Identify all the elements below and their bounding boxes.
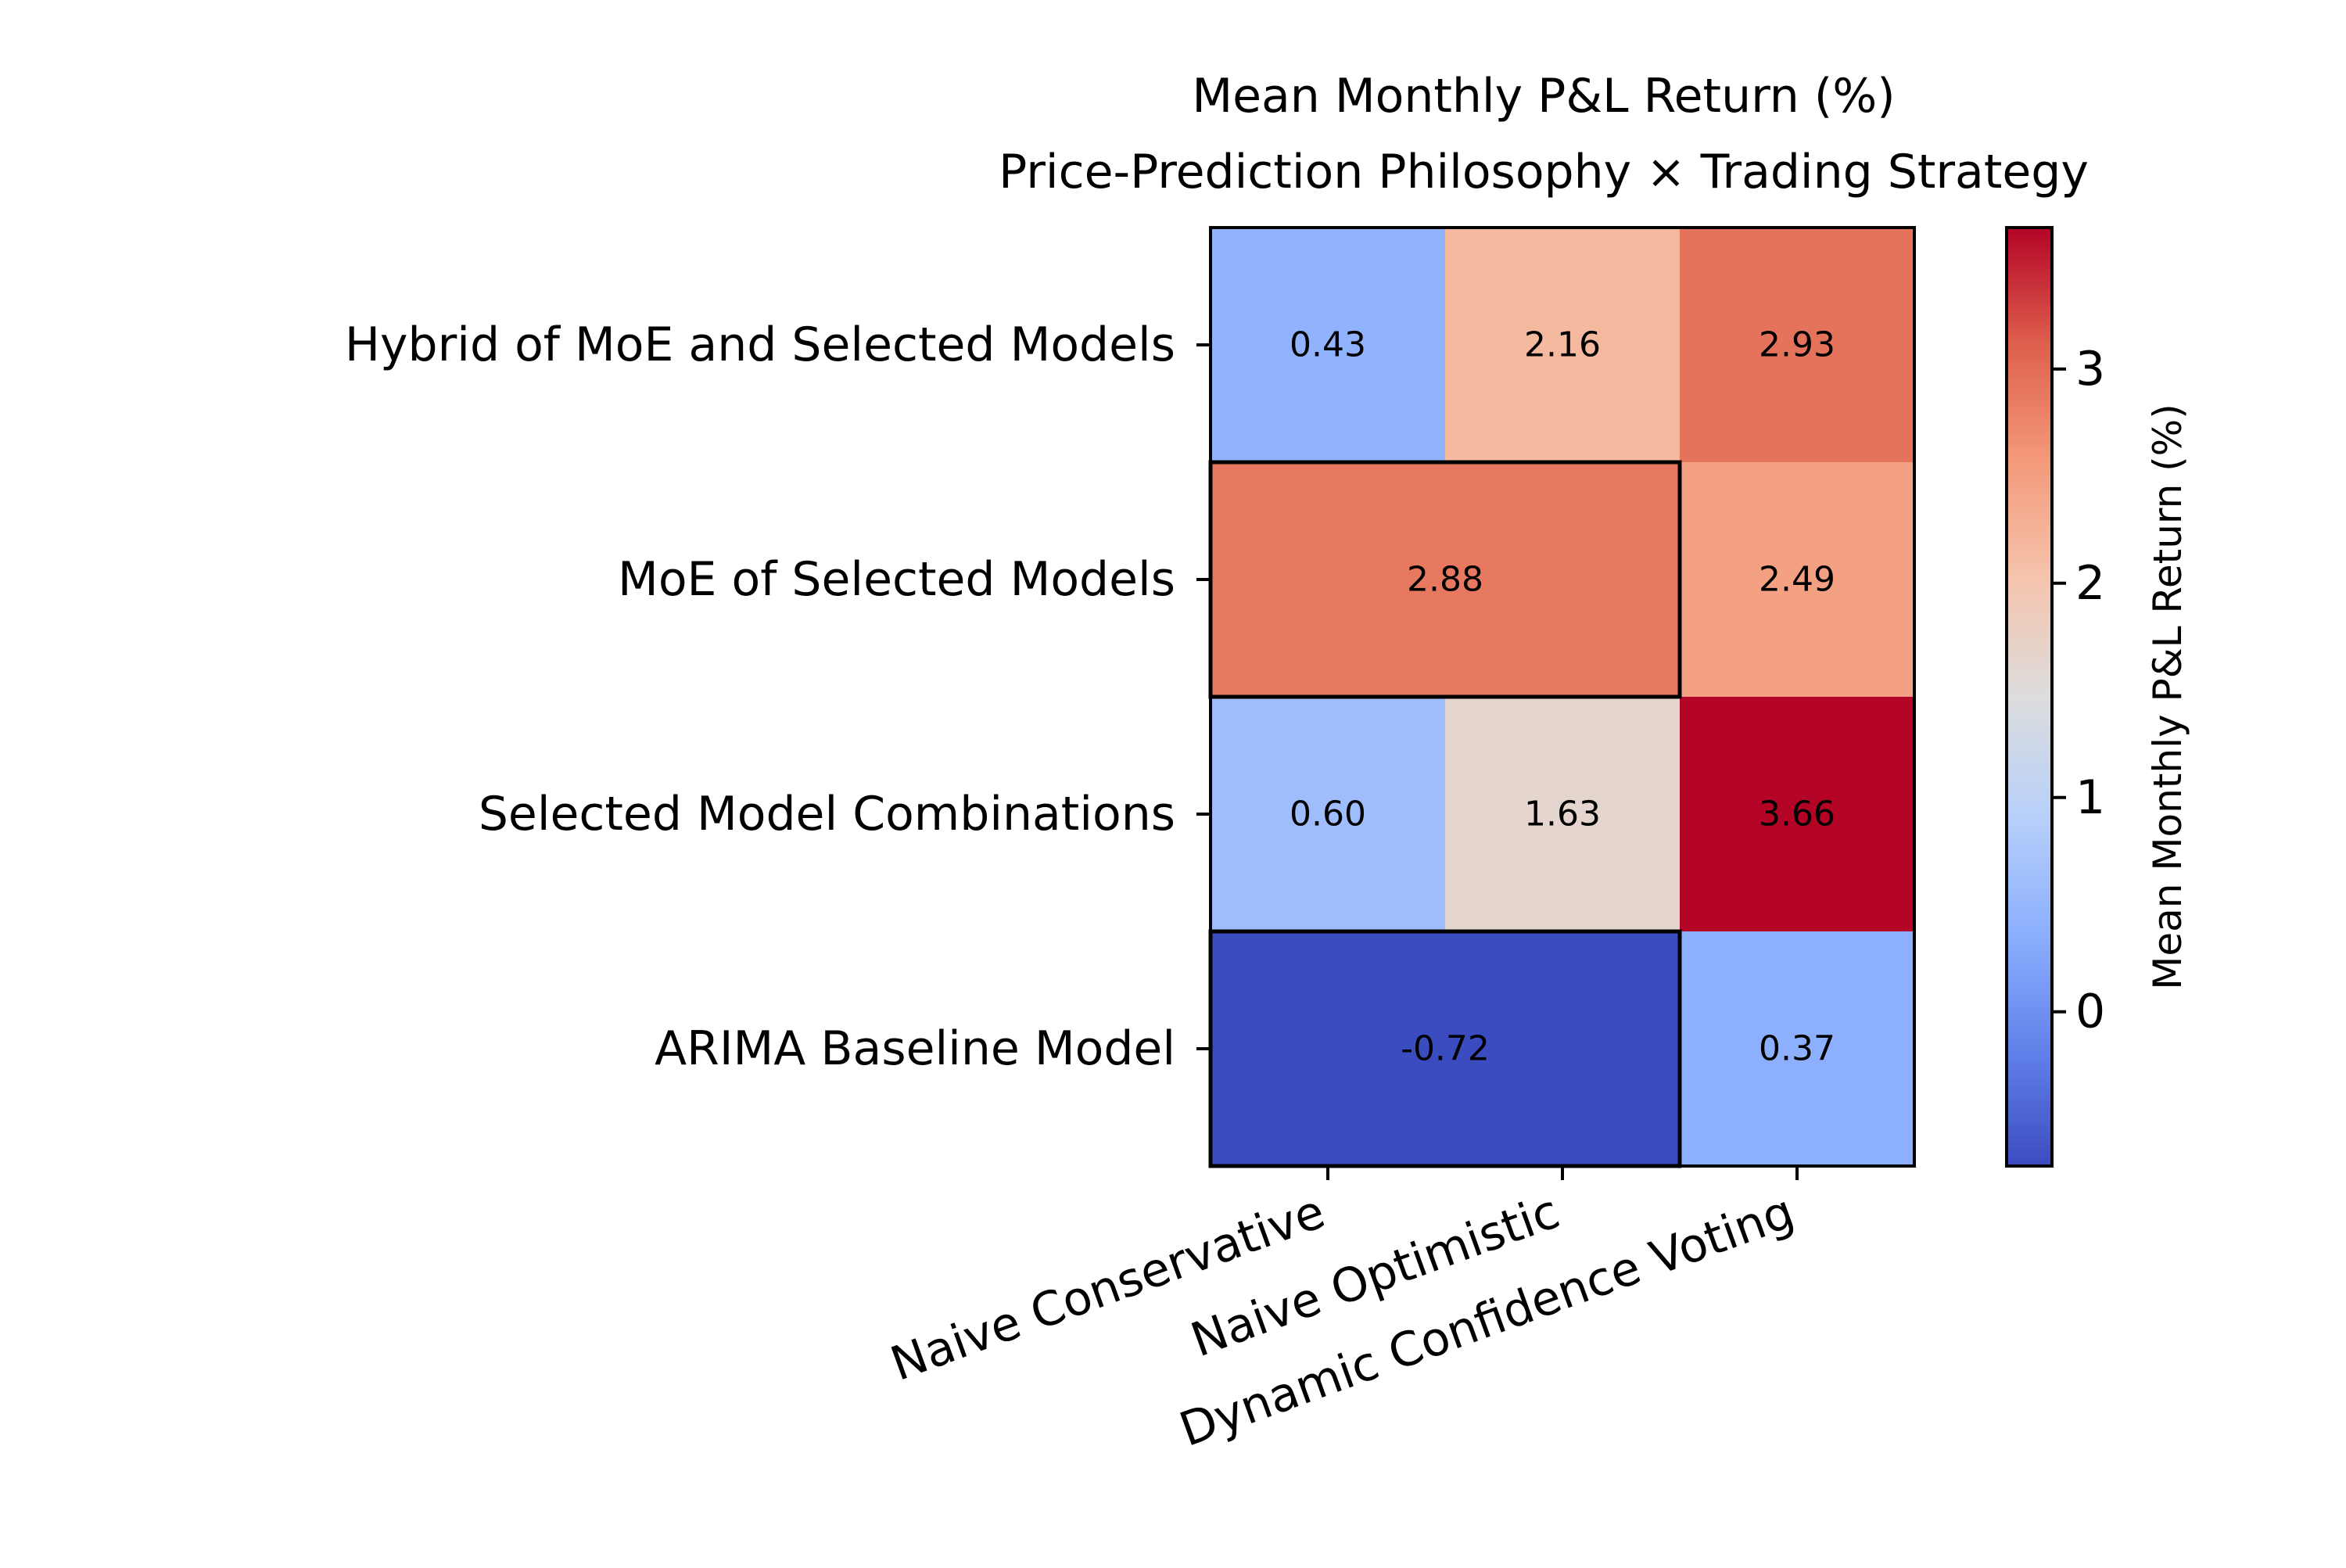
cell-value-label: 2.49 — [1759, 560, 1835, 600]
heatmap-cells — [1211, 228, 1915, 1167]
colorbar-tick-label: 1 — [2075, 770, 2105, 825]
heatmap-cell — [1211, 462, 1681, 698]
y-axis: Hybrid of MoE and Selected Models MoE of … — [345, 318, 1211, 1076]
heatmap-cell — [1680, 697, 1915, 932]
heatmap-cell — [1445, 697, 1681, 932]
colorbar-ticks: 0 1 2 3 — [2052, 342, 2105, 1039]
heatmap-cell — [1680, 228, 1915, 463]
heatmap-cell — [1680, 931, 1915, 1167]
cell-value-label: 1.63 — [1524, 795, 1601, 834]
cell-value-label: 0.37 — [1759, 1029, 1835, 1069]
chart-title-line-2: Price-Prediction Philosophy × Trading St… — [999, 145, 2089, 199]
cell-value-label: 2.88 — [1407, 560, 1483, 600]
cell-value-label: 0.60 — [1290, 795, 1366, 834]
cell-value-label: 2.16 — [1524, 325, 1601, 365]
heatmap-cell — [1211, 228, 1446, 463]
y-tick-label: Hybrid of MoE and Selected Models — [345, 318, 1175, 372]
colorbar-label: Mean Monthly P&L Return (%) — [2145, 404, 2190, 989]
y-tick-label: MoE of Selected Models — [618, 552, 1175, 607]
heatmap-cell — [1445, 228, 1681, 463]
heatmap-cell — [1680, 462, 1915, 698]
heatmap-cell-labels: 0.43 2.16 2.93 2.88 2.49 0.60 1.63 3.66 -0.72 0.3… — [1290, 325, 1835, 1069]
chart-title-line-1: Mean Monthly P&L Return (%) — [1192, 69, 1895, 124]
colorbar-tick-label: 3 — [2075, 342, 2105, 396]
y-tick-label: ARIMA Baseline Model — [655, 1021, 1175, 1076]
heatmap-cell — [1211, 697, 1446, 932]
colorbar: 0 1 2 3 Mean Monthly P&L Return (%) — [2005, 226, 2190, 1168]
cell-value-label: -0.72 — [1401, 1029, 1490, 1069]
colorbar-gradient — [2005, 226, 2054, 1168]
chart-title: Mean Monthly P&L Return (%) Price-Predic… — [999, 69, 2089, 199]
heatmap-cell — [1211, 931, 1681, 1167]
y-tick-label: Selected Model Combinations — [479, 787, 1175, 841]
cell-value-label: 2.93 — [1759, 325, 1835, 365]
cell-value-label: 3.66 — [1759, 795, 1835, 834]
colorbar-tick-label: 0 — [2075, 985, 2105, 1039]
cell-value-label: 0.43 — [1290, 325, 1366, 365]
colorbar-tick-label: 2 — [2075, 556, 2105, 611]
